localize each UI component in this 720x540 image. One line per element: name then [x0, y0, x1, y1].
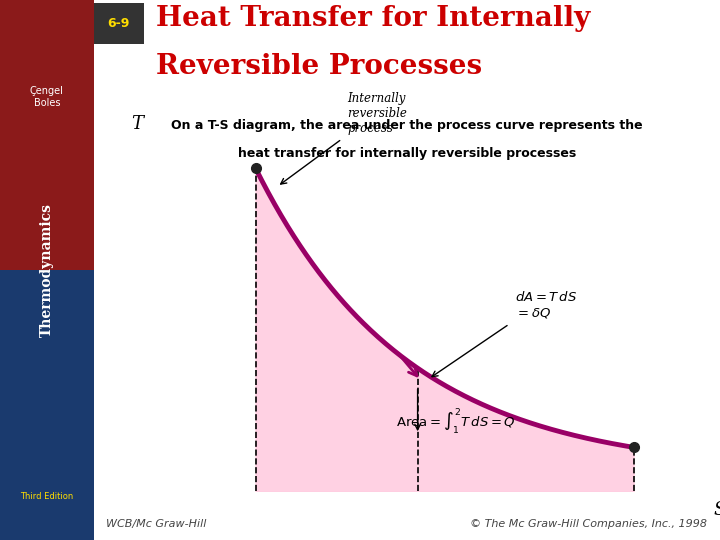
Text: $dA = T\,dS$
$= \delta Q$: $dA = T\,dS$ $= \delta Q$ [515, 290, 577, 320]
Text: On a T-S diagram, the area under the process curve represents the: On a T-S diagram, the area under the pro… [171, 119, 643, 132]
Text: Internally
reversible
process: Internally reversible process [347, 92, 408, 135]
Text: S: S [714, 501, 720, 519]
Text: T: T [131, 115, 143, 133]
Text: WCB/Mc Graw-Hill: WCB/Mc Graw-Hill [106, 519, 207, 529]
Text: Heat Transfer for Internally: Heat Transfer for Internally [156, 5, 590, 32]
Text: 6-9: 6-9 [107, 17, 130, 30]
Bar [94, 3, 144, 44]
Text: $\mathrm{Area} = \int_1^2 T\,dS = Q$: $\mathrm{Area} = \int_1^2 T\,dS = Q$ [396, 407, 516, 436]
Text: heat transfer for internally reversible processes: heat transfer for internally reversible … [238, 147, 576, 160]
Text: Thermodynamics: Thermodynamics [40, 203, 54, 337]
Bar [0, 270, 94, 540]
Text: Çengel
Boles: Çengel Boles [30, 86, 64, 108]
Text: Third Edition: Third Edition [20, 492, 73, 501]
Text: Reversible Processes: Reversible Processes [156, 53, 482, 80]
Text: © The Mc Graw-Hill Companies, Inc., 1998: © The Mc Graw-Hill Companies, Inc., 1998 [470, 519, 708, 529]
Bar [0, 0, 94, 270]
